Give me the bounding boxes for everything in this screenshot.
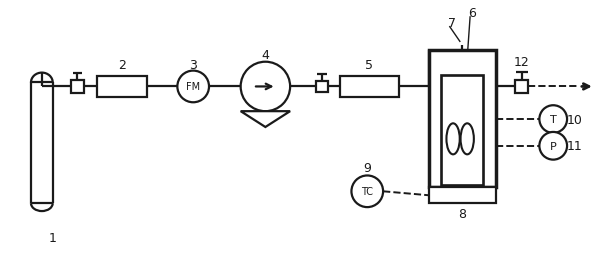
Bar [316,81,327,93]
Ellipse shape [447,124,460,155]
Text: 11: 11 [567,140,583,153]
Text: P: P [550,141,557,151]
Polygon shape [241,112,290,128]
Text: TC: TC [361,186,373,197]
Bar [70,80,84,94]
Bar [441,75,483,186]
Text: 2: 2 [118,59,126,72]
Text: 12: 12 [514,56,529,69]
Text: 5: 5 [365,59,373,72]
Text: FM: FM [186,82,200,92]
Text: 7: 7 [448,17,456,29]
Text: 4: 4 [261,49,269,62]
Text: 8: 8 [458,207,466,220]
Text: 1: 1 [49,231,57,244]
Bar [429,188,496,203]
Ellipse shape [461,124,474,155]
Text: 3: 3 [189,59,197,72]
Bar [98,76,147,98]
Circle shape [539,132,567,160]
Text: T: T [550,115,557,125]
Text: 6: 6 [468,7,476,20]
Text: 10: 10 [567,113,583,126]
Bar [340,76,399,98]
Circle shape [539,106,567,133]
Bar [429,51,496,188]
Bar [515,80,529,94]
Circle shape [352,176,383,207]
Circle shape [241,62,290,112]
Circle shape [178,71,209,103]
Text: 9: 9 [364,161,371,174]
